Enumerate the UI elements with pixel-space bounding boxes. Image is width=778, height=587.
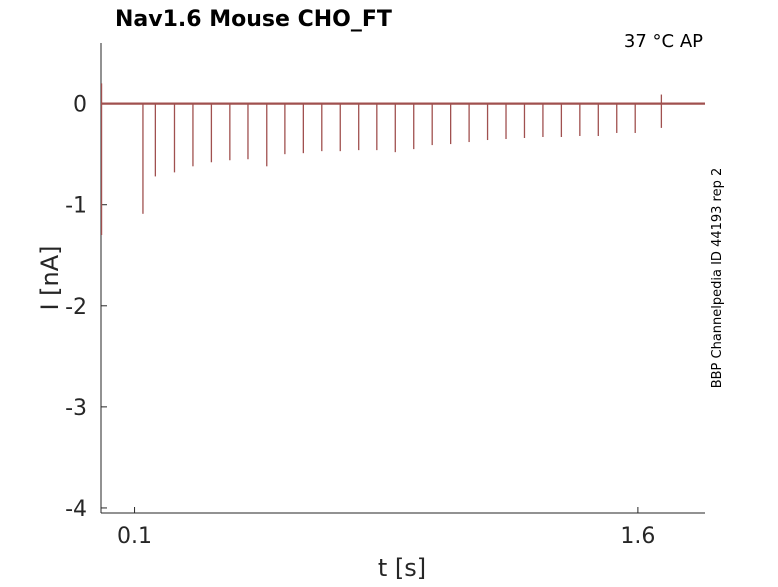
x-axis-label: t [s] [378, 554, 426, 582]
y-tick-label: 0 [73, 93, 87, 118]
y-tick-label: -2 [65, 295, 87, 320]
plot-area [100, 83, 705, 236]
chart-title: Nav1.6 Mouse CHO_FT [115, 7, 392, 32]
y-tick-label: -3 [65, 396, 87, 421]
condition-label: 37 °C AP [624, 31, 703, 52]
y-axis-label: I [nA] [36, 245, 64, 310]
axes: 0 -1 -2 -3 -4 0.1 1.6 [65, 43, 705, 549]
y-tick-label: -1 [65, 194, 87, 219]
source-label: BBP Channelpedia ID 44193 rep 2 [710, 168, 725, 389]
y-tick-label: -4 [65, 497, 87, 522]
x-tick-label: 0.1 [117, 524, 152, 549]
x-tick-label: 1.6 [620, 524, 655, 549]
